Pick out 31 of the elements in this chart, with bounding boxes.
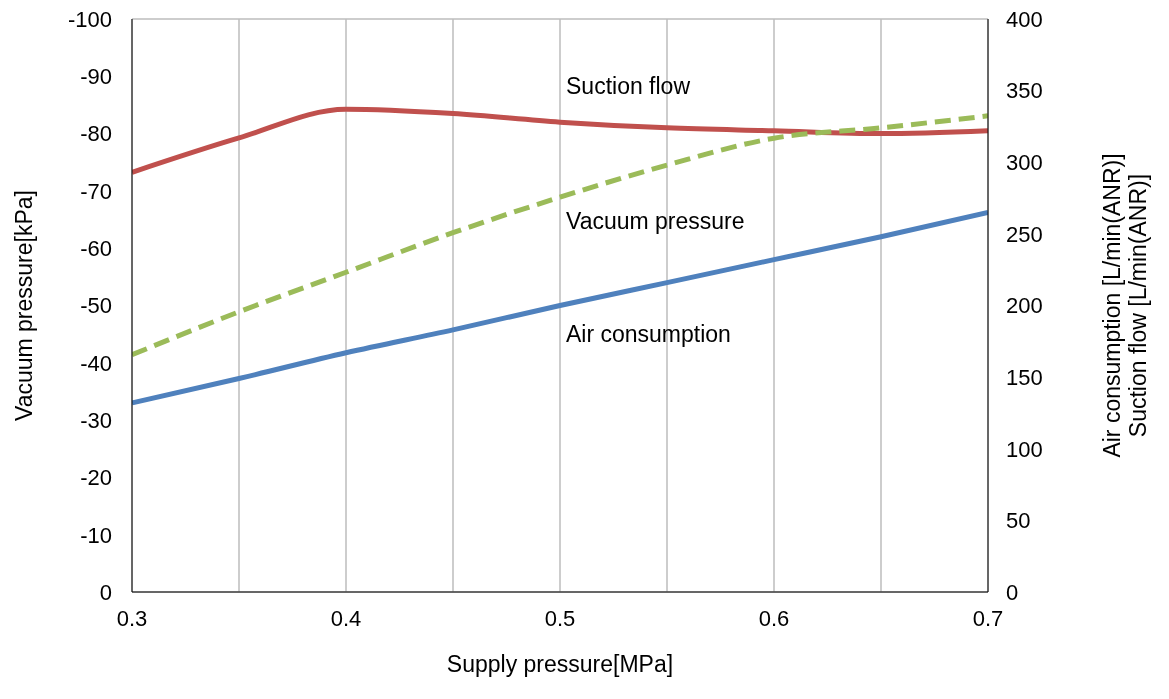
- x-tick-label: 0.6: [758, 605, 790, 631]
- y2-tick-label: 150: [1006, 364, 1043, 390]
- y-tick-label: -10: [80, 522, 112, 548]
- y2-tick-label: 50: [1006, 508, 1031, 534]
- x-axis-title: Supply pressure[MPa]: [446, 651, 674, 677]
- y2-tick-label: 400: [1006, 6, 1043, 32]
- y-tick-label: -50: [80, 293, 112, 319]
- x-tick-label: 0.7: [972, 605, 1004, 631]
- y-tick-label: -30: [80, 407, 112, 433]
- y-tick-label: -90: [80, 64, 112, 90]
- y2-tick-label: 350: [1006, 78, 1043, 104]
- y-tick-label: 0: [99, 579, 112, 605]
- y-tick-label: -60: [80, 236, 112, 262]
- series-label: Vacuum pressure: [566, 208, 745, 235]
- y-tick-label: -70: [80, 178, 112, 204]
- x-tick-label: 0.4: [330, 605, 362, 631]
- y-tick-label: -80: [80, 121, 112, 147]
- y-tick-label: -40: [80, 350, 112, 376]
- x-tick-label: 0.5: [544, 605, 576, 631]
- x-tick-label: 0.3: [116, 605, 148, 631]
- y-axis-title: Vacuum pressure[kPa]: [11, 190, 38, 421]
- series-label: Suction flow: [566, 73, 691, 100]
- y2-tick-label: 200: [1006, 293, 1043, 319]
- y2-axis-title: Air consumption [L/min(ANR)] Suction flow [L/min(ANR)]: [1099, 153, 1151, 458]
- y2-tick-label: 0: [1006, 579, 1019, 605]
- y2-tick-label: 250: [1006, 221, 1043, 247]
- y-tick-label: -20: [80, 465, 112, 491]
- y2-tick-label: 100: [1006, 436, 1043, 462]
- series-label: Air consumption: [566, 320, 731, 347]
- y2-tick-label: 300: [1006, 150, 1043, 176]
- y-tick-label: -100: [67, 6, 112, 32]
